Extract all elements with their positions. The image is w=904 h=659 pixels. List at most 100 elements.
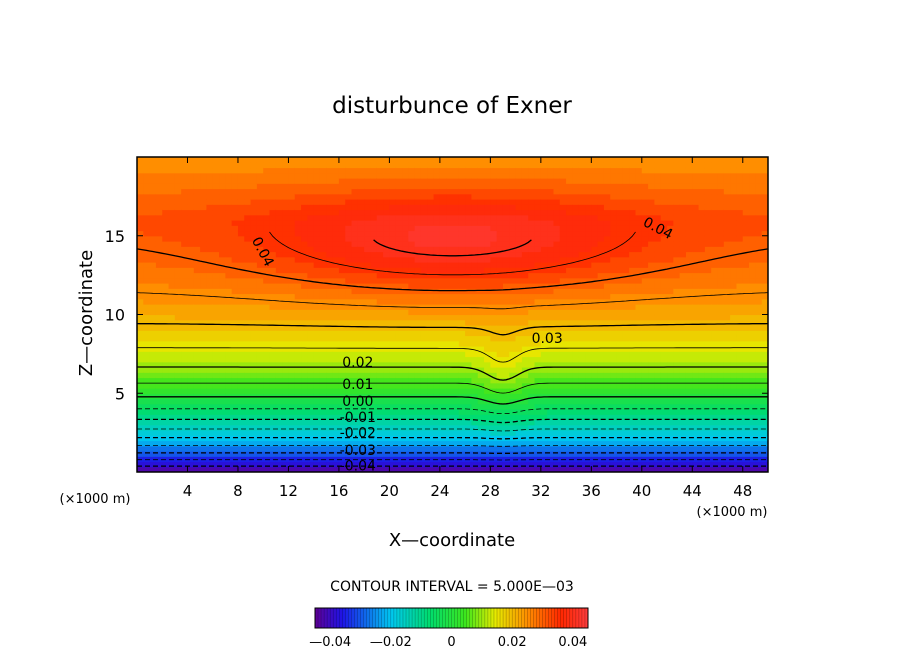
field-cell (168, 256, 176, 263)
field-cell (566, 209, 573, 216)
field-cell (319, 199, 327, 205)
field-cell (471, 162, 479, 169)
field-cell (256, 283, 264, 289)
field-cell (622, 262, 630, 268)
field-cell (465, 157, 473, 163)
field-cell (256, 403, 264, 410)
field-cell (597, 162, 605, 169)
field-cell (301, 403, 308, 410)
field-cell (427, 346, 435, 352)
field-cell (553, 262, 561, 268)
field-cell (439, 172, 447, 179)
field-cell (275, 188, 283, 195)
field-cell (269, 430, 277, 436)
field-cell (383, 440, 390, 447)
field-cell (237, 188, 245, 195)
field-cell (534, 214, 542, 221)
field-cell (294, 382, 302, 389)
field-cell (458, 220, 466, 226)
field-cell (559, 230, 567, 237)
field-cell (622, 267, 630, 274)
field-cell (490, 167, 498, 174)
field-cell (427, 162, 435, 169)
field-cell (231, 309, 239, 316)
field-cell (225, 398, 233, 405)
field-cell (219, 204, 226, 211)
field-cell (534, 267, 542, 274)
field-cell (635, 346, 643, 352)
field-cell (402, 293, 409, 300)
field-cell (439, 178, 447, 184)
field-cell (225, 419, 233, 426)
field-cell (629, 199, 637, 205)
field-cell (484, 445, 491, 452)
field-cell (319, 172, 327, 179)
field-cell (540, 346, 548, 352)
field-cell (301, 162, 308, 169)
field-cell (528, 298, 536, 305)
field-cell (578, 319, 586, 326)
field-cell (572, 162, 580, 169)
field-cell (269, 214, 277, 221)
field-cell (389, 298, 397, 305)
field-cell (616, 188, 624, 195)
field-cell (149, 178, 157, 184)
field-cell (206, 235, 214, 242)
field-cell (313, 277, 321, 284)
field-cell (597, 214, 605, 221)
field-cell (566, 256, 573, 263)
field-cell (237, 230, 245, 237)
field-cell (288, 262, 296, 268)
field-cell (225, 372, 233, 379)
field-cell (149, 382, 157, 389)
field-cell (616, 167, 624, 174)
field-cell (641, 162, 649, 169)
field-cell (622, 388, 630, 394)
field-cell (622, 440, 630, 447)
field-cell (433, 272, 441, 279)
field-cell (446, 267, 454, 274)
field-cell (477, 262, 485, 268)
field-cell (193, 241, 201, 247)
field-cell (484, 304, 491, 310)
field-cell (585, 382, 592, 389)
field-cell (212, 430, 220, 436)
field-cell (237, 293, 245, 300)
field-cell (446, 361, 454, 368)
field-cell (641, 214, 649, 221)
field-cell (471, 272, 479, 279)
field-cell (143, 167, 151, 174)
field-cell (326, 241, 334, 247)
field-cell (231, 183, 239, 190)
field-cell (585, 214, 592, 221)
field-cell (351, 220, 359, 226)
field-cell (446, 309, 454, 316)
field-cell (408, 241, 416, 247)
field-cell (471, 230, 479, 237)
field-cell (446, 256, 454, 263)
field-cell (458, 461, 466, 468)
field-cell (585, 251, 592, 258)
field-cell (345, 403, 353, 410)
field-cell (364, 199, 372, 205)
field-cell (477, 214, 485, 221)
field-cell (446, 251, 454, 258)
field-cell (288, 214, 296, 221)
field-cell (181, 246, 189, 253)
field-cell (439, 314, 447, 321)
field-cell (496, 319, 504, 326)
field-cell (534, 256, 542, 263)
field-cell (597, 403, 605, 410)
field-cell (578, 167, 586, 174)
field-cell (345, 424, 353, 431)
field-cell (578, 388, 586, 394)
field-cell (155, 330, 163, 337)
field-cell (383, 304, 390, 310)
field-cell (389, 256, 397, 263)
field-cell (553, 314, 561, 321)
field-cell (477, 157, 485, 163)
field-cell (345, 335, 353, 342)
field-cell (294, 262, 302, 268)
field-cell (616, 430, 624, 436)
field-cell (402, 251, 409, 258)
